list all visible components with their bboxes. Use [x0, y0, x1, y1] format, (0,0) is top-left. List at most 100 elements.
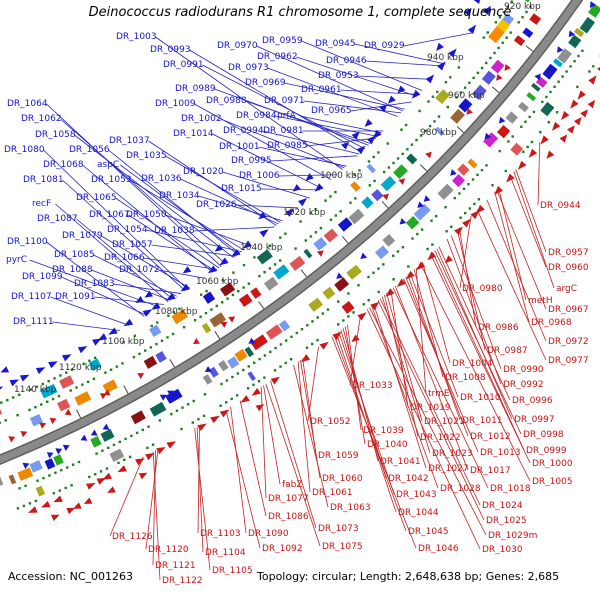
gene-label[interactable]: DR_1023 — [432, 449, 473, 459]
gene-label[interactable]: DR_1085 — [54, 250, 95, 260]
gene-label[interactable]: DR_1075 — [322, 542, 363, 552]
gene-label[interactable]: DR_0984 — [236, 111, 277, 121]
gene-label[interactable]: DR_1056 — [69, 145, 110, 155]
gene-label[interactable]: DR_1042 — [388, 474, 429, 484]
gene-label[interactable]: recF — [32, 199, 52, 209]
gene-label[interactable]: DR_1067 — [89, 210, 130, 220]
gene-label[interactable]: DR_1012 — [470, 432, 511, 442]
gene-label[interactable]: DR_1018 — [490, 484, 531, 494]
gene-label[interactable]: DR_1058 — [35, 130, 76, 140]
gene-label[interactable]: DR_1011 — [462, 416, 503, 426]
gene-label[interactable]: DR_0972 — [548, 337, 589, 347]
gene-label[interactable]: DR_0973 — [228, 63, 269, 73]
gene-label[interactable]: DR_1040 — [367, 440, 408, 450]
gene-label[interactable]: DR_1014 — [173, 129, 214, 139]
gene-label[interactable]: DR_0953 — [318, 71, 359, 81]
gene-label[interactable]: DR_1053 — [91, 175, 132, 185]
gene-label[interactable]: DR_1038 — [154, 226, 195, 236]
gene-label[interactable]: DR_1037 — [109, 136, 150, 146]
gene-label[interactable]: DR_1081 — [23, 175, 64, 185]
gene-label[interactable]: DR_0998 — [523, 430, 564, 440]
gene-label[interactable]: DR_0986 — [478, 323, 519, 333]
gene-label[interactable]: DR_1005 — [532, 477, 573, 487]
gene-label[interactable]: DR_1080 — [4, 145, 45, 155]
gene-label[interactable]: DR_0944 — [540, 201, 581, 211]
gene-label[interactable]: DR_1120 — [148, 545, 189, 555]
gene-label[interactable]: DR_0988 — [206, 96, 247, 106]
gene-label[interactable]: DR_1009 — [155, 99, 196, 109]
gene-label[interactable]: fabZ — [282, 480, 303, 490]
gene-label[interactable]: DR_0957 — [548, 248, 589, 258]
gene-label[interactable]: DR_0992 — [503, 380, 544, 390]
gene-label[interactable]: DR_1063 — [330, 503, 371, 513]
gene-label[interactable]: pyrC — [6, 255, 28, 265]
gene-label[interactable]: DR_1017 — [470, 466, 511, 476]
gene-label[interactable]: DR_1122 — [162, 576, 203, 586]
gene-label[interactable]: DR_0989 — [175, 84, 216, 94]
gene-label[interactable]: DR_1028 — [440, 484, 481, 494]
gene-label[interactable]: prfA — [277, 111, 296, 121]
gene-label[interactable]: DR_1057 — [112, 240, 153, 250]
gene-label[interactable]: DR_0962 — [257, 52, 298, 62]
gene-label[interactable]: DR_1068 — [43, 160, 84, 170]
gene-label[interactable]: DR_1072 — [119, 265, 160, 275]
gene-label[interactable]: DR_1062 — [21, 114, 62, 124]
gene-label[interactable]: DR_1052 — [310, 417, 351, 427]
gene-label[interactable]: DR_1022 — [420, 433, 461, 443]
gene-label[interactable]: DR_0990 — [503, 365, 544, 375]
gene-label[interactable]: DR_1088 — [52, 265, 93, 275]
gene-label[interactable]: DR_1013 — [480, 448, 521, 458]
gene-label[interactable]: DR_1015 — [221, 184, 262, 194]
gene-label[interactable]: DR_1079 — [62, 231, 103, 241]
gene-label[interactable]: DR_1105 — [212, 566, 253, 576]
gene-label[interactable]: DR_1073 — [318, 524, 359, 534]
gene-label[interactable]: DR_1061 — [312, 488, 353, 498]
gene-label[interactable]: DR_1066 — [104, 253, 145, 263]
gene-label[interactable]: DR_1024 — [482, 501, 523, 511]
gene-label[interactable]: DR_1100 — [7, 237, 48, 247]
gene-label[interactable]: DR_0987 — [487, 346, 528, 356]
gene-label[interactable]: metH — [528, 296, 553, 306]
gene-label[interactable]: DR_1054 — [107, 225, 148, 235]
gene-label[interactable]: DR_1099 — [22, 272, 63, 282]
gene-label[interactable]: DR_0946 — [326, 56, 367, 66]
gene-label[interactable]: DR_0961 — [301, 85, 342, 95]
gene-label[interactable]: aspC — [97, 160, 120, 170]
gene-label[interactable]: DR_1060 — [322, 474, 363, 484]
gene-label[interactable]: DR_0985 — [267, 141, 308, 151]
gene-label[interactable]: DR_1104 — [205, 548, 246, 558]
gene-label[interactable]: DR_0959 — [262, 36, 303, 46]
gene-label[interactable]: DR_1087 — [37, 214, 78, 224]
gene-label[interactable]: DR_1021 — [424, 417, 465, 427]
gene-label[interactable]: argC — [556, 284, 578, 294]
gene-label[interactable]: DR_1090 — [248, 529, 289, 539]
gene-label[interactable]: DR_1035 — [126, 151, 167, 161]
gene-label[interactable]: DR_1006 — [239, 171, 280, 181]
gene-label[interactable]: DR_1077 — [268, 494, 309, 504]
gene-label[interactable]: DR_1002 — [181, 114, 222, 124]
gene-label[interactable]: DR_0945 — [315, 39, 356, 49]
gene-label[interactable]: DR_1034 — [159, 191, 200, 201]
gene-label[interactable]: DR_0994 — [223, 126, 264, 136]
gene-label[interactable]: DR_0967 — [548, 305, 589, 315]
gene-label[interactable]: DR_0997 — [514, 415, 555, 425]
gene-label[interactable]: DR_1121 — [155, 561, 196, 571]
gene-label[interactable]: DR_1004 — [452, 359, 493, 369]
gene-label[interactable]: DR_1045 — [408, 527, 449, 537]
gene-label[interactable]: DR_0971 — [264, 96, 305, 106]
gene-label[interactable]: DR_1001 — [219, 142, 260, 152]
gene-label[interactable]: DR_1064 — [7, 99, 48, 109]
gene-label[interactable]: DR_0960 — [548, 263, 589, 273]
gene-label[interactable]: DR_1091 — [55, 292, 96, 302]
gene-label[interactable]: DR_0996 — [512, 396, 553, 406]
gene-label[interactable]: DR_1000 — [532, 459, 573, 469]
gene-label[interactable]: DR_1036 — [141, 174, 182, 184]
gene-label[interactable]: DR_1103 — [200, 529, 241, 539]
gene-label[interactable]: DR_0995 — [231, 156, 272, 166]
gene-label[interactable]: DR_1008 — [445, 373, 486, 383]
gene-label[interactable]: DR_1092 — [262, 544, 303, 554]
gene-label[interactable]: DR_1041 — [380, 457, 421, 467]
gene-label[interactable]: DR_0968 — [531, 318, 572, 328]
gene-label[interactable]: DR_0970 — [217, 41, 258, 51]
gene-label[interactable]: DR_1043 — [396, 490, 437, 500]
